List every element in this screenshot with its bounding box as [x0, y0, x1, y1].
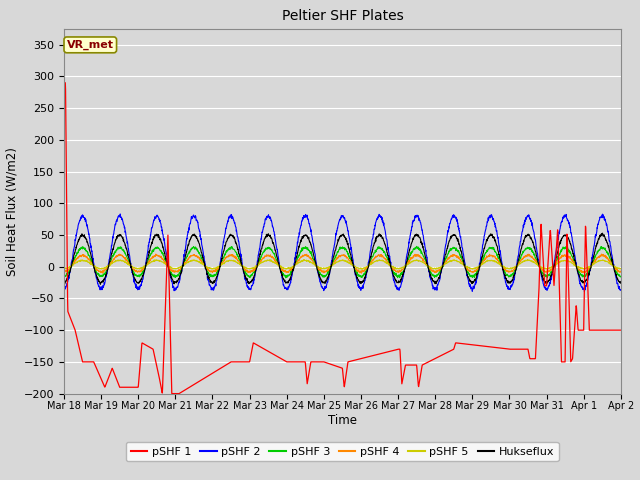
pSHF 4	[617, 268, 625, 274]
Hukseflux	[504, 278, 512, 284]
Text: VR_met: VR_met	[67, 40, 114, 50]
Y-axis label: Soil Heat Flux (W/m2): Soil Heat Flux (W/m2)	[5, 147, 18, 276]
pSHF 2	[504, 287, 512, 292]
pSHF 1	[168, 391, 175, 396]
pSHF 5	[617, 265, 625, 271]
pSHF 4	[216, 264, 223, 269]
X-axis label: Time: Time	[328, 414, 357, 427]
Hukseflux	[60, 280, 68, 286]
Hukseflux	[568, 246, 575, 252]
pSHF 1	[584, 270, 591, 276]
Line: pSHF 2: pSHF 2	[64, 214, 621, 291]
pSHF 2	[371, 226, 379, 231]
Line: Hukseflux: Hukseflux	[64, 233, 621, 284]
pSHF 3	[584, 271, 591, 277]
Hukseflux	[216, 266, 223, 272]
pSHF 4	[371, 255, 379, 261]
Hukseflux	[617, 280, 625, 286]
pSHF 1	[359, 355, 367, 361]
pSHF 5	[60, 266, 68, 272]
pSHF 5	[584, 265, 591, 271]
Legend: pSHF 1, pSHF 2, pSHF 3, pSHF 4, pSHF 5, Hukseflux: pSHF 1, pSHF 2, pSHF 3, pSHF 4, pSHF 5, …	[126, 442, 559, 461]
pSHF 2	[359, 283, 367, 289]
pSHF 2	[60, 284, 68, 290]
pSHF 2	[617, 288, 625, 293]
pSHF 3	[617, 274, 625, 279]
Line: pSHF 3: pSHF 3	[64, 246, 621, 278]
pSHF 3	[413, 243, 420, 249]
pSHF 5	[216, 264, 223, 269]
pSHF 3	[359, 273, 367, 278]
Line: pSHF 1: pSHF 1	[64, 83, 621, 394]
Line: pSHF 4: pSHF 4	[64, 254, 621, 273]
pSHF 4	[505, 268, 513, 274]
pSHF 3	[371, 250, 379, 255]
pSHF 1	[504, 346, 512, 352]
pSHF 4	[60, 268, 68, 274]
pSHF 1	[568, 357, 575, 363]
pSHF 5	[300, 257, 308, 263]
pSHF 2	[216, 263, 223, 269]
pSHF 3	[505, 274, 513, 280]
pSHF 3	[60, 274, 68, 280]
pSHF 5	[568, 260, 576, 265]
pSHF 2	[116, 211, 124, 217]
Hukseflux	[584, 276, 591, 281]
Title: Peltier SHF Plates: Peltier SHF Plates	[282, 10, 403, 24]
Hukseflux	[97, 281, 104, 287]
pSHF 4	[358, 270, 365, 276]
pSHF 3	[216, 265, 223, 271]
pSHF 4	[359, 269, 367, 275]
pSHF 5	[359, 265, 367, 271]
pSHF 3	[568, 253, 576, 259]
pSHF 5	[505, 266, 513, 272]
pSHF 1	[617, 327, 625, 333]
pSHF 5	[371, 258, 379, 264]
Hukseflux	[371, 240, 379, 246]
pSHF 1	[216, 366, 223, 372]
pSHF 1	[371, 352, 379, 358]
Hukseflux	[598, 230, 606, 236]
pSHF 5	[358, 266, 365, 272]
Hukseflux	[359, 279, 367, 285]
pSHF 3	[282, 275, 290, 281]
pSHF 4	[584, 268, 591, 274]
pSHF 2	[580, 288, 588, 294]
pSHF 2	[568, 234, 575, 240]
pSHF 4	[568, 256, 576, 262]
pSHF 1	[60, 80, 68, 85]
pSHF 2	[584, 278, 591, 284]
Line: pSHF 5: pSHF 5	[64, 260, 621, 269]
pSHF 4	[152, 251, 159, 257]
